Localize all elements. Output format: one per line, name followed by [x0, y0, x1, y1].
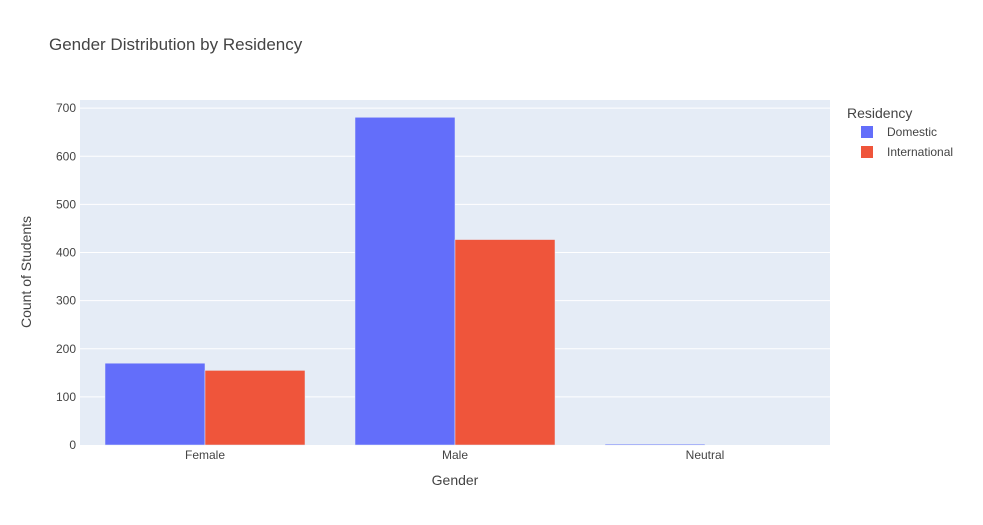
x-tick-label: Neutral — [686, 448, 725, 462]
legend: Residency Domestic International — [847, 105, 953, 159]
legend-label-international[interactable]: International — [887, 145, 953, 159]
legend-swatch-domestic[interactable] — [861, 126, 873, 138]
bar-domestic-male[interactable] — [354, 117, 456, 446]
y-tick-label: 500 — [56, 197, 76, 211]
y-axis-ticks: 0 100 200 300 400 500 600 700 — [56, 101, 76, 452]
x-axis-title: Gender — [432, 472, 479, 488]
legend-title: Residency — [847, 105, 912, 121]
x-axis-ticks: Female Male Neutral — [185, 448, 724, 462]
y-tick-label: 100 — [56, 390, 76, 404]
y-tick-label: 600 — [56, 149, 76, 163]
chart-title: Gender Distribution by Residency — [49, 35, 303, 54]
y-tick-label: 400 — [56, 246, 76, 260]
y-tick-label: 300 — [56, 294, 76, 308]
y-tick-label: 0 — [69, 438, 76, 452]
bar-international-male[interactable] — [454, 239, 556, 446]
x-tick-label: Female — [185, 448, 225, 462]
bar-international-female[interactable] — [204, 370, 306, 446]
x-tick-label: Male — [442, 448, 468, 462]
bars — [104, 117, 706, 446]
bar-domestic-female[interactable] — [104, 362, 206, 446]
y-tick-label: 700 — [56, 101, 76, 115]
legend-label-domestic[interactable]: Domestic — [887, 125, 937, 139]
y-axis-title: Count of Students — [18, 216, 34, 328]
y-tick-label: 200 — [56, 342, 76, 356]
bar-domestic-neutral[interactable] — [604, 443, 706, 446]
legend-swatch-international[interactable] — [861, 146, 873, 158]
